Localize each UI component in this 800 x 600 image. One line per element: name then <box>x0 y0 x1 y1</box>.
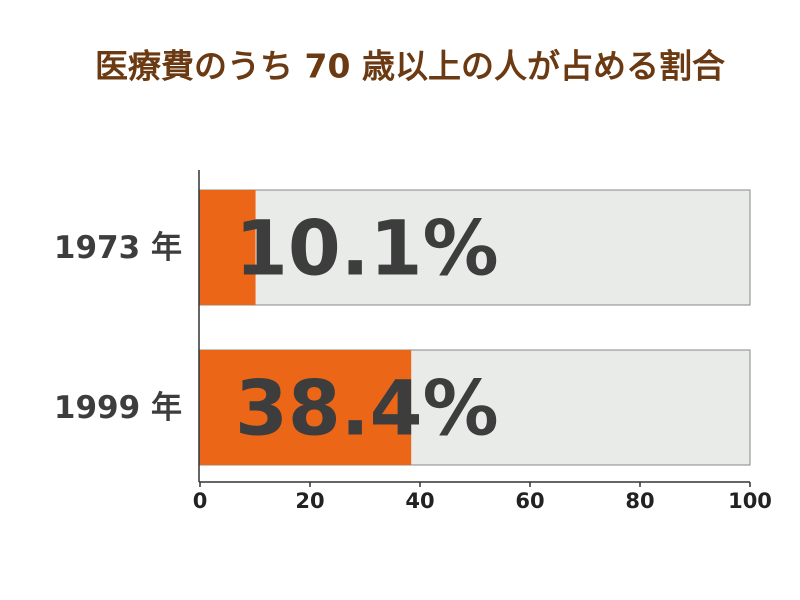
bar-background <box>199 189 751 306</box>
value-label: 10.1% <box>235 203 499 292</box>
category-label: 1999 年 <box>54 390 182 426</box>
x-tick-label: 40 <box>405 489 434 513</box>
bar <box>200 190 256 305</box>
x-tick-label: 100 <box>728 489 772 513</box>
category-label: 1973 年 <box>54 230 182 266</box>
bar <box>200 350 412 465</box>
chart-title: 医療費のうち 70 歳以上の人が占める割合 <box>95 47 725 86</box>
value-label: 38.4% <box>235 363 499 452</box>
x-tick-label: 60 <box>515 489 544 513</box>
x-tick-label: 80 <box>625 489 654 513</box>
x-tick-label: 0 <box>193 489 208 513</box>
x-tick-label: 20 <box>295 489 324 513</box>
